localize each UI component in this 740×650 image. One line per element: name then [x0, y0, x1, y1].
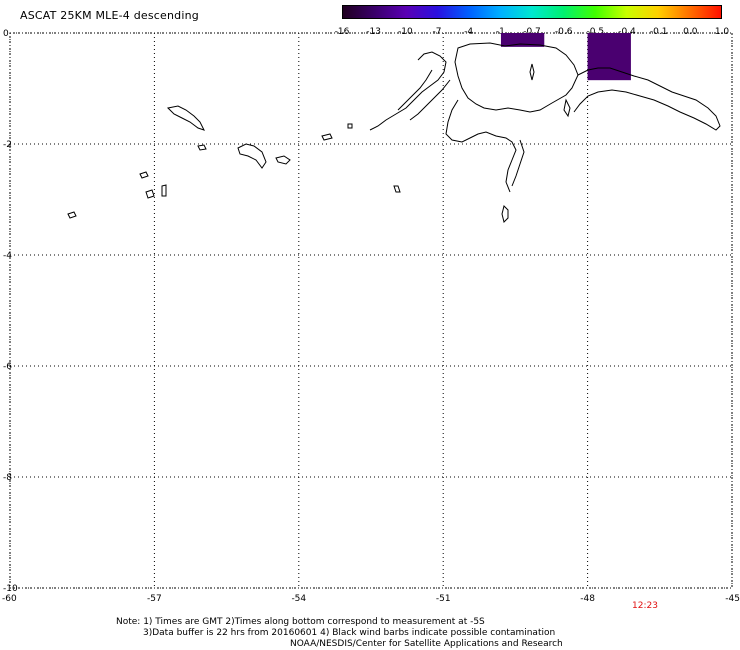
note-line-1: Note: 1) Times are GMT 2)Times along bot…	[116, 617, 485, 627]
y-tick-label: 0	[3, 29, 9, 39]
colorbar-tick-label: -10	[397, 27, 413, 37]
island-3	[275, 155, 291, 165]
coastline-marajo	[454, 42, 579, 113]
island-6	[161, 184, 167, 197]
coastline-east	[573, 67, 721, 131]
island-4	[197, 144, 207, 151]
data-patch	[500, 33, 545, 47]
coastline-inner2	[409, 79, 451, 121]
colorbar-tick-label: -16	[334, 27, 350, 37]
coastline-inner	[397, 69, 433, 111]
time-label: 12:23	[632, 601, 658, 611]
coastline-south	[511, 139, 525, 187]
y-tick-label: -8	[3, 473, 12, 483]
island-10	[393, 185, 401, 193]
island-7	[145, 189, 155, 199]
colorbar-tick-label: -0.4	[618, 27, 636, 37]
y-tick-label: -6	[3, 362, 12, 372]
map-title: ASCAT 25KM MLE-4 descending	[20, 9, 199, 22]
colorbar-tick-label: -0.7	[523, 27, 541, 37]
island-8	[67, 211, 77, 219]
colorbar-tick-label: 1.0	[714, 27, 730, 37]
coastline-lake	[529, 63, 535, 81]
island-11	[347, 123, 353, 129]
island-1	[166, 105, 205, 131]
island-9	[321, 133, 333, 141]
colorbar-tick-label: -1	[495, 27, 505, 37]
grid-lines	[9, 32, 733, 589]
colorbar-tick-label: -0.1	[649, 27, 668, 37]
coastline-islet1	[501, 205, 509, 223]
x-tick-label: -54	[291, 594, 306, 604]
island-5	[139, 171, 149, 179]
colorbar-tick-label: -4	[464, 27, 474, 37]
note-line-3: NOAA/NESDIS/Center for Satellite Applica…	[290, 639, 563, 649]
y-tick-label: -4	[3, 251, 12, 261]
coastline	[67, 42, 721, 223]
x-tick-label: -45	[725, 594, 740, 604]
island-2	[237, 143, 267, 169]
colorbar-tick-label: -0.6	[554, 27, 573, 37]
coastline-channel	[563, 98, 571, 118]
colorbar-tick-label: -13	[366, 27, 382, 37]
colorbar-tick-label: -7	[432, 27, 442, 37]
y-tick-label: -2	[3, 140, 12, 150]
y-tick-label: -10	[3, 584, 18, 594]
colorbar-tick-label: 0.0	[683, 27, 698, 37]
coastline-river	[445, 99, 517, 193]
colorbar-tick-label: -0.5	[586, 27, 605, 37]
colorbar	[342, 5, 722, 19]
x-tick-label: -51	[436, 594, 451, 604]
note-line-2: 3)Data buffer is 22 hrs from 20160601 4)…	[143, 628, 556, 638]
plot-frame	[9, 32, 733, 589]
x-tick-label: -60	[2, 594, 17, 604]
x-tick-label: -57	[147, 594, 162, 604]
data-patches	[500, 33, 631, 81]
coastline-west	[369, 51, 447, 131]
x-tick-label: -48	[580, 594, 595, 604]
